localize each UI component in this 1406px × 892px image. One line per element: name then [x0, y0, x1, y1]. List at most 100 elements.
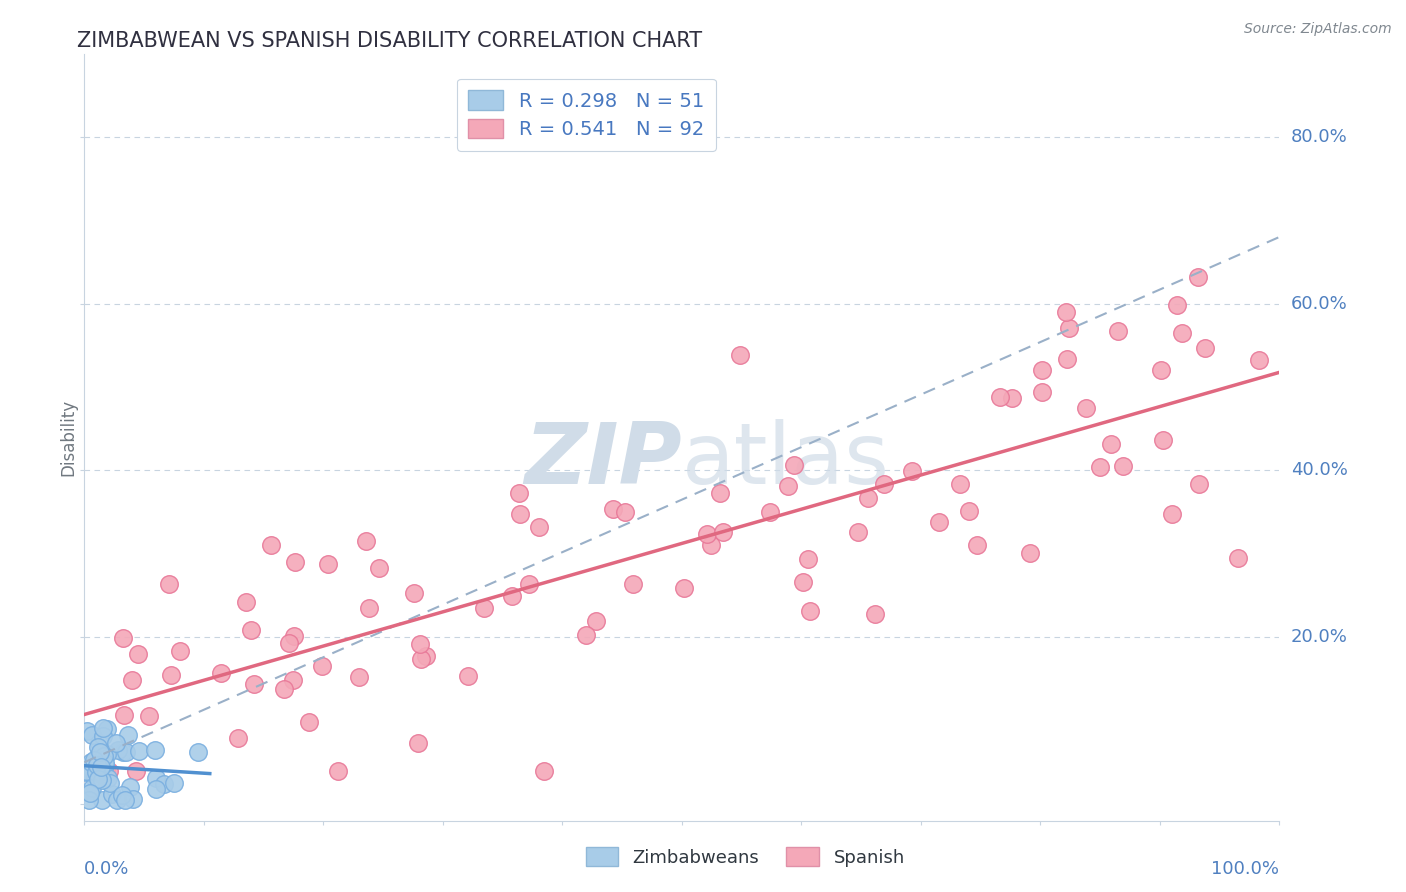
Point [118, 780, 141, 794]
Point [575, 628, 598, 642]
Point [86, 757, 108, 772]
Point [858, 491, 880, 505]
Point [517, 577, 540, 591]
Point [799, 604, 821, 618]
Text: ZIMBABWEAN VS SPANISH DISABILITY CORRELATION CHART: ZIMBABWEAN VS SPANISH DISABILITY CORRELA… [77, 31, 703, 51]
Point [1166, 298, 1188, 312]
Point [1188, 477, 1211, 491]
Point [1161, 507, 1184, 521]
Point [211, 666, 233, 681]
Point [1001, 391, 1024, 405]
Point [145, 771, 167, 785]
Point [283, 629, 305, 643]
Point [121, 673, 143, 687]
Point [127, 648, 149, 662]
Legend: R = 0.298   N = 51, R = 0.541   N = 92: R = 0.298 N = 51, R = 0.541 N = 92 [457, 78, 716, 151]
Point [80, 728, 103, 742]
Point [1150, 363, 1173, 377]
Point [613, 505, 636, 519]
Point [1076, 401, 1098, 415]
Point [76, 723, 98, 738]
Point [846, 524, 869, 539]
Point [1099, 437, 1122, 451]
Point [326, 764, 349, 778]
Point [283, 673, 305, 688]
Point [226, 731, 249, 746]
Point [83, 771, 105, 785]
Point [94, 758, 117, 772]
Point [138, 708, 160, 723]
Point [585, 614, 607, 628]
Point [709, 485, 731, 500]
Point [1227, 551, 1250, 566]
Point [758, 505, 780, 519]
Point [83, 753, 105, 767]
Point [114, 793, 136, 807]
Point [508, 486, 530, 500]
Point [112, 708, 135, 723]
Point [1107, 324, 1129, 338]
Point [673, 582, 696, 596]
Point [901, 465, 924, 479]
Point [128, 744, 150, 758]
Point [97, 764, 120, 778]
Point [89, 745, 111, 759]
Point [91, 729, 114, 743]
Point [863, 607, 886, 621]
Text: 80.0%: 80.0% [1291, 128, 1347, 146]
Point [111, 788, 134, 802]
Point [928, 515, 950, 529]
Text: 20.0%: 20.0% [1291, 628, 1347, 646]
Point [357, 601, 380, 615]
Text: Source: ZipAtlas.com: Source: ZipAtlas.com [1244, 22, 1392, 37]
Point [409, 652, 432, 666]
Point [105, 736, 128, 750]
Point [169, 643, 191, 657]
Point [316, 557, 339, 571]
Point [125, 764, 148, 778]
Point [728, 348, 751, 362]
Point [474, 601, 496, 615]
Point [80, 756, 103, 770]
Point [87, 740, 110, 755]
Point [278, 636, 301, 650]
Text: 0.0%: 0.0% [84, 860, 129, 878]
Point [75, 764, 97, 779]
Point [159, 668, 181, 682]
Point [82, 780, 104, 795]
Text: 60.0%: 60.0% [1291, 294, 1347, 313]
Point [354, 534, 377, 549]
Point [948, 477, 970, 491]
Point [404, 585, 426, 599]
Point [1056, 352, 1078, 367]
Point [76, 762, 98, 776]
Point [96, 723, 118, 737]
Point [105, 793, 128, 807]
Point [776, 479, 799, 493]
Text: 40.0%: 40.0% [1291, 461, 1347, 479]
Legend: Zimbabweans, Spanish: Zimbabweans, Spanish [578, 840, 912, 874]
Point [284, 555, 307, 569]
Point [98, 776, 121, 790]
Point [988, 390, 1011, 404]
Point [957, 504, 980, 518]
Point [122, 792, 145, 806]
Point [501, 590, 523, 604]
Text: atlas: atlas [682, 418, 890, 501]
Point [91, 766, 114, 780]
Point [1194, 341, 1216, 355]
Point [94, 764, 117, 778]
Point [87, 736, 110, 750]
Point [1031, 384, 1053, 399]
Point [623, 577, 645, 591]
Point [783, 458, 806, 472]
Point [406, 736, 429, 750]
Point [347, 670, 370, 684]
Point [696, 527, 718, 541]
Point [94, 757, 117, 772]
Text: 100.0%: 100.0% [1212, 860, 1279, 878]
Point [243, 677, 266, 691]
Point [187, 745, 209, 759]
Point [91, 772, 114, 787]
Point [602, 501, 624, 516]
